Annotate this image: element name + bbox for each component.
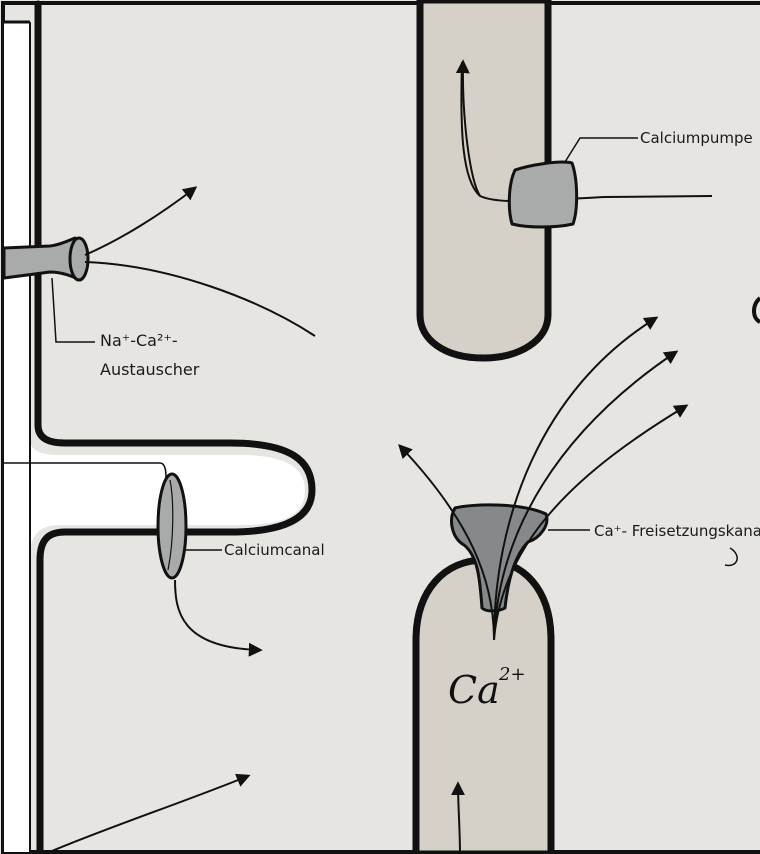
exchanger-label-line1: Na⁺-Ca²⁺- [100, 331, 178, 350]
exchanger-label-line2: Austauscher [100, 360, 200, 379]
calcium-channel [156, 472, 263, 657]
calcium-channel-label: Calciumcanal [224, 541, 325, 559]
ion-charge-label: 2+ [498, 664, 526, 685]
release-channel-label: Ca⁺- Freisetzungskanal [594, 522, 760, 540]
edge-mark [752, 296, 760, 324]
influx-arrow [44, 773, 251, 854]
calcium-pump [455, 59, 713, 229]
cell-membrane [4, 0, 316, 854]
uptake-arrow [451, 781, 466, 854]
release-label-underline [724, 547, 738, 567]
ion-label: Ca [448, 668, 500, 712]
na-ca-exchanger [2, 186, 316, 343]
er-top [416, 0, 552, 362]
ca-release-channel [398, 316, 689, 641]
calcium-pump-label: Calciumpumpe [640, 129, 753, 147]
